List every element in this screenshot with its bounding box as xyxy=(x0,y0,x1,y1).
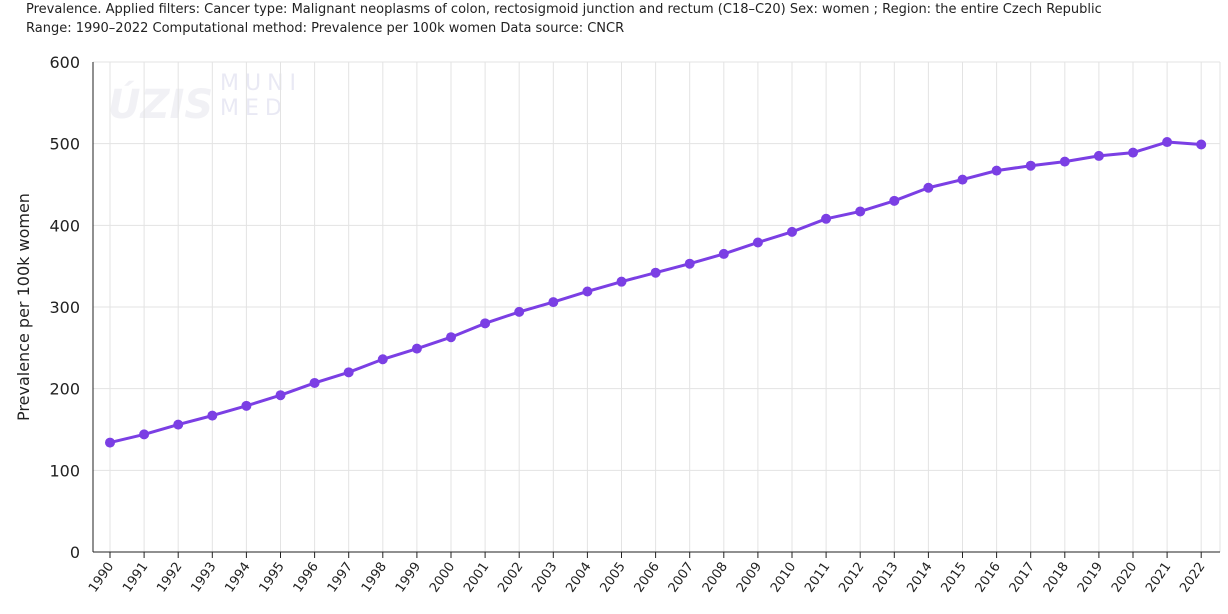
x-tick-label: 2010 xyxy=(768,560,799,596)
x-tick-label: 2016 xyxy=(973,560,1004,596)
data-point xyxy=(855,206,866,217)
muni-logo-bottom: MED xyxy=(220,96,288,121)
data-point xyxy=(343,367,354,378)
x-tick-label: 2008 xyxy=(700,560,731,596)
data-point xyxy=(957,174,968,185)
x-tick-label: 2020 xyxy=(1109,560,1140,596)
data-point xyxy=(548,297,559,308)
x-tick-label: 1994 xyxy=(222,560,253,596)
data-point xyxy=(1059,156,1070,167)
x-tick-label: 2006 xyxy=(632,560,663,596)
data-point xyxy=(1128,147,1138,158)
data-point xyxy=(241,400,252,411)
data-point xyxy=(684,258,695,269)
y-tick-label: 500 xyxy=(49,135,80,154)
data-point xyxy=(752,237,763,248)
y-axis-label: Prevalence per 100k women xyxy=(14,193,33,421)
x-tick-label: 2021 xyxy=(1143,560,1174,596)
y-tick-label: 400 xyxy=(49,216,80,235)
data-point xyxy=(1093,150,1104,161)
y-tick-label: 0 xyxy=(70,543,80,562)
y-tick-label: 600 xyxy=(49,53,80,72)
data-point xyxy=(377,354,388,365)
data-point xyxy=(514,306,525,317)
data-point xyxy=(105,437,115,448)
data-point xyxy=(173,419,184,430)
x-tick-label: 2004 xyxy=(563,560,594,596)
data-point xyxy=(718,248,729,259)
x-tick-label: 2014 xyxy=(904,560,935,596)
x-tick-label: 1996 xyxy=(291,560,322,596)
x-tick-label: 1998 xyxy=(359,560,390,596)
x-tick-label: 2002 xyxy=(495,560,526,596)
data-point xyxy=(275,390,286,401)
data-point xyxy=(207,410,218,421)
y-tick-labels: 0 100 200 300 400 500 600 xyxy=(49,53,80,562)
data-point xyxy=(889,195,900,206)
x-tick-labels: 1990 1991 1992 1993 1994 1995 1996 1997 1998 1999… xyxy=(86,552,1208,595)
x-tick-label: 2007 xyxy=(666,560,697,596)
x-tick-label: 2005 xyxy=(598,560,629,596)
x-tick-label: 1990 xyxy=(86,560,117,596)
muni-logo-top: MUNI xyxy=(220,71,302,96)
x-tick-label: 2019 xyxy=(1075,560,1106,596)
data-point xyxy=(1025,160,1036,171)
x-tick-label: 2012 xyxy=(836,560,867,596)
data-point xyxy=(1162,137,1173,148)
data-point xyxy=(787,226,797,237)
data-point xyxy=(411,343,422,354)
data-point xyxy=(1196,139,1207,150)
x-tick-label: 2011 xyxy=(802,560,833,596)
grid-lines xyxy=(93,61,1221,552)
x-tick-label: 1999 xyxy=(393,560,424,596)
data-point xyxy=(821,213,832,224)
data-point xyxy=(582,286,593,297)
y-tick-label: 200 xyxy=(49,380,80,399)
x-tick-label: 2017 xyxy=(1007,560,1038,596)
x-tick-label: 1992 xyxy=(154,560,185,596)
x-tick-label: 2009 xyxy=(734,560,765,596)
y-tick-label: 300 xyxy=(49,298,80,317)
filter-description-line-2: Range: 1990–2022 Computational method: P… xyxy=(26,21,625,36)
data-point xyxy=(923,182,934,193)
x-tick-label: 1993 xyxy=(188,560,219,596)
x-tick-label: 2003 xyxy=(529,560,560,596)
y-tick-label: 100 xyxy=(49,461,80,480)
filter-description-line-1: Prevalence. Applied filters: Cancer type… xyxy=(26,2,1102,17)
x-tick-label: 2015 xyxy=(939,560,970,596)
data-point xyxy=(616,276,627,287)
x-tick-label: 2013 xyxy=(870,560,901,596)
data-point xyxy=(309,377,320,388)
x-tick-label: 2001 xyxy=(461,560,492,596)
watermark-logos: ÚZIS MUNI MED xyxy=(108,71,302,128)
data-point xyxy=(991,165,1002,176)
x-tick-label: 1997 xyxy=(325,560,356,596)
series-layer xyxy=(105,137,1207,448)
data-point xyxy=(480,318,491,329)
data-point xyxy=(446,332,456,343)
data-point xyxy=(139,429,150,440)
x-tick-label: 1991 xyxy=(120,560,151,596)
x-tick-label: 2000 xyxy=(427,560,458,596)
chart-header: Prevalence. Applied filters: Cancer type… xyxy=(26,0,1216,38)
data-point xyxy=(650,267,661,278)
uzis-logo: ÚZIS xyxy=(108,80,213,128)
x-tick-label: 1995 xyxy=(257,560,288,596)
x-tick-label: 2018 xyxy=(1041,560,1072,596)
x-tick-label: 2022 xyxy=(1177,560,1208,596)
